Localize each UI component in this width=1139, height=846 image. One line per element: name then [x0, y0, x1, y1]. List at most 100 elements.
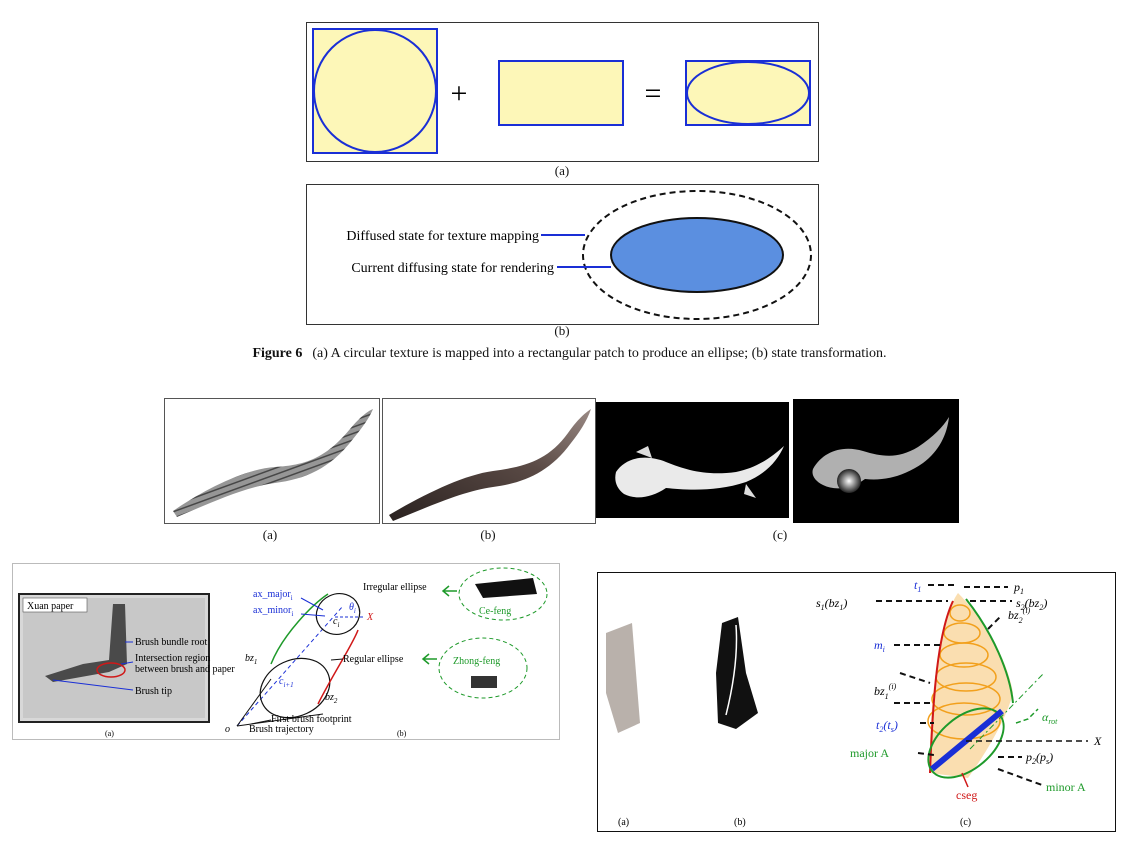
cseg-leader: [961, 772, 969, 788]
origin-label: o: [225, 724, 230, 735]
alpha-rot-line: [969, 672, 1045, 750]
trajectory-label: Brush trajectory: [249, 724, 314, 735]
right-boundary: [965, 598, 1014, 704]
texture-mapping-diagram: + =: [312, 28, 811, 154]
major-axis-bar: [930, 708, 1004, 772]
stroke-b-art: [389, 409, 591, 521]
alpha-leader: [1015, 708, 1039, 724]
strokes-label-c: (c): [772, 527, 788, 542]
c-i-label: ci: [333, 616, 339, 629]
stroke-c2-shape: [812, 417, 949, 489]
stroke-c2-blob: [837, 469, 861, 493]
figure6a-label: (a): [554, 163, 570, 178]
ellipse-model-figure: X t1 p1 s1(bz1) s2(bz2) mi bz2(i) bz1(i)…: [597, 572, 1116, 832]
stroke-c1-shape: [615, 446, 784, 498]
figure6-caption-prefix: Figure 6: [252, 346, 303, 361]
ellipse-model-diagram: X t1 p1 s1(bz1) s2(bz2) mi bz2(i) bz1(i)…: [606, 578, 1102, 828]
ax-major-label: ax_majori: [253, 589, 293, 602]
dashed-leaders: [876, 584, 1043, 786]
footprint-leader: [250, 719, 272, 725]
t2-label: t2(ts): [876, 718, 898, 734]
silhouette-skeleton: [725, 624, 738, 716]
cone-edge-left: [236, 678, 272, 727]
irregular-ellipse: [315, 593, 361, 635]
xuan-paper-label: Xuan paper: [27, 601, 74, 612]
state-transformation-diagram: Diffused state for texture mapping Curre…: [346, 190, 812, 320]
ce-feng-brush: [475, 578, 537, 598]
stroke-c1-art: [615, 446, 784, 498]
plus-sign: +: [451, 77, 468, 110]
theta-label: θi: [349, 602, 356, 615]
figure6b-label: (b): [554, 323, 570, 338]
stroke-a-art: [173, 409, 373, 517]
bz2-label: bz2: [325, 692, 338, 705]
brush-shape: [45, 604, 127, 682]
p2-label: p2(ps): [1025, 750, 1053, 766]
stroke-c2-art: [812, 417, 949, 493]
ellipse-model-label-c: (c): [960, 817, 971, 828]
left-boundary-green: [270, 593, 329, 665]
ellipse-model-label-b: (b): [734, 817, 746, 828]
regular-ellipse: [259, 657, 331, 719]
brush-tip-label: Brush tip: [135, 686, 172, 697]
figure6-caption-text: (a) A circular texture is mapped into a …: [312, 346, 887, 361]
brush-model-figure: Xuan paper Brush bundle root Intersectio…: [12, 563, 560, 740]
strokes-label-a: (a): [262, 527, 278, 542]
stroke-image-c2: [793, 399, 959, 523]
cseg-label: cseg: [956, 788, 977, 802]
brush-model-diagram: Xuan paper Brush bundle root Intersectio…: [18, 567, 548, 738]
brush-model-label-b: (b): [397, 729, 407, 738]
textured-stroke: [606, 623, 640, 733]
intersection-leader: [120, 661, 134, 665]
ax-minor-leader: [300, 613, 326, 617]
rectangular-patch: [498, 60, 624, 126]
intersection-region-mark: [96, 662, 126, 678]
ax-minor-label: ax_minori: [253, 605, 293, 618]
ellipse-model-label-a: (a): [618, 817, 629, 828]
result-ellipse: [686, 61, 810, 125]
zhong-feng-brush: [471, 676, 497, 688]
trajectory-axis: [236, 605, 344, 727]
circular-texture: [313, 29, 437, 153]
stroke-b-shape: [389, 409, 591, 521]
diffused-state-ellipse: [582, 190, 812, 320]
stroke-image-b: [382, 398, 596, 524]
minor-a-label: minor A: [1046, 780, 1086, 794]
stroke-c1-tail: [744, 484, 756, 498]
ce-feng-arrow: [441, 585, 457, 597]
intersection-label-2: between brush and paper: [135, 664, 235, 675]
x-axis-label: X: [366, 612, 374, 623]
bz2i-label: bz2(i): [1008, 606, 1031, 625]
current-state-label: Current diffusing state for rendering: [351, 261, 554, 276]
right-boundary-red: [317, 629, 359, 705]
s1-label: s1(bz1): [816, 596, 847, 612]
brush-tip-leader: [52, 679, 134, 691]
equals-sign: =: [645, 77, 662, 110]
bz1-label: bz1: [245, 653, 257, 666]
zhong-feng-inset: [438, 637, 528, 699]
ax-major-leader: [300, 597, 324, 611]
regular-leader: [330, 658, 344, 661]
brush-model-label-a: (a): [105, 729, 114, 738]
zhong-feng-arrow: [421, 653, 437, 665]
strokes-label-b: (b): [480, 527, 496, 542]
c-i1-label: ci+1: [279, 676, 294, 689]
bundle-root-label: Brush bundle root: [135, 637, 207, 648]
stroke-a-shape: [173, 409, 373, 517]
ce-feng-label: Ce-feng: [479, 606, 511, 617]
p1-label: p1: [1013, 580, 1024, 596]
diffused-state-label: Diffused state for texture mapping: [346, 229, 539, 244]
x-axis-c-label: X: [1093, 734, 1102, 748]
xuan-paper-tag: [22, 597, 88, 613]
bz1i-label: bz1(i): [874, 682, 897, 701]
current-state-ellipse: [610, 217, 784, 293]
stroke-image-c1: [596, 402, 789, 518]
intersection-label-1: Intersection region: [135, 653, 210, 664]
figure6b-panel: Diffused state for texture mapping Curre…: [306, 184, 819, 325]
irregular-ellipse-label: Irregular ellipse: [363, 582, 427, 593]
s2-label: s2(bz2): [1016, 596, 1047, 612]
major-a-label: major A: [850, 746, 889, 760]
mi-label: mi: [874, 638, 885, 654]
first-footprint-label: First brush footprint: [271, 714, 352, 725]
regular-ellipse-label: Regular ellipse: [343, 654, 404, 665]
